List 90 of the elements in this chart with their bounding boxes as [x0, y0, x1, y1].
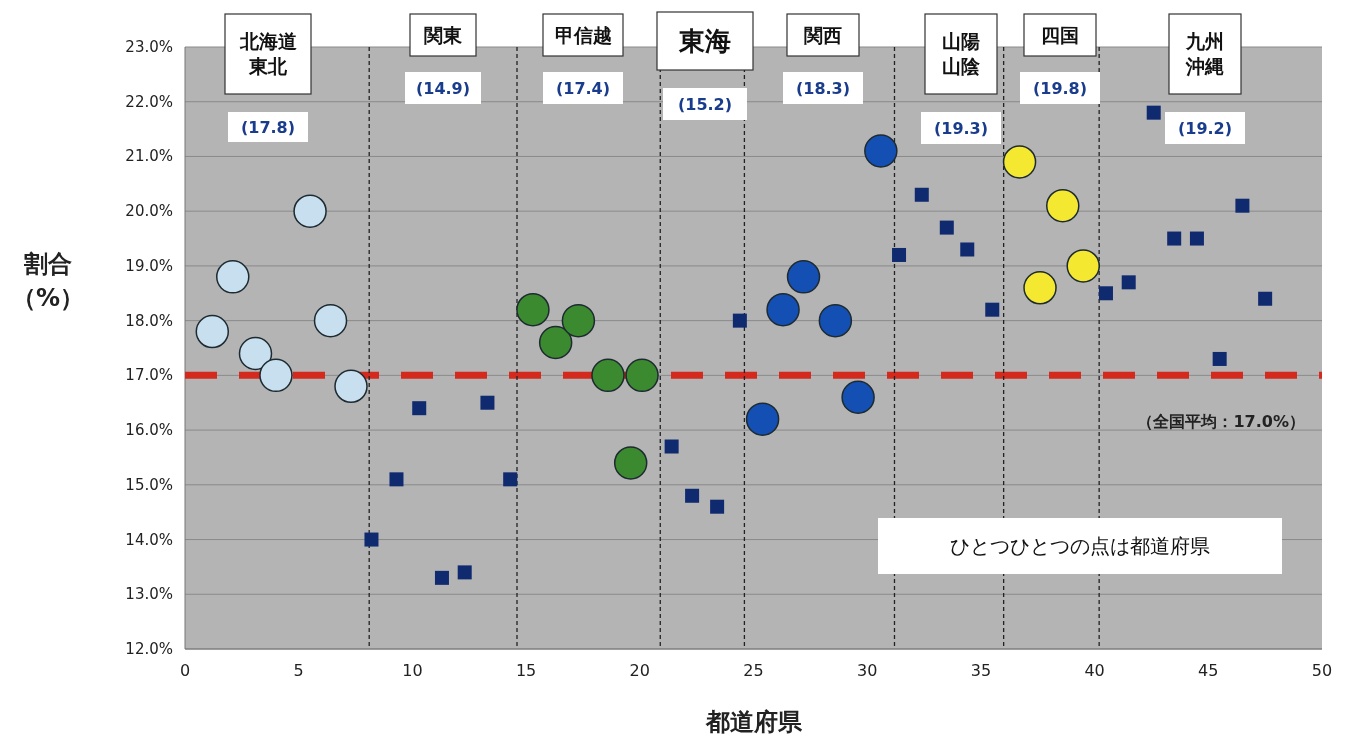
- annotation: 東海: [678, 26, 731, 57]
- y-tick-label: 13.0%: [125, 585, 173, 604]
- point: [538, 325, 573, 360]
- annotation: ひとつひとつの点は都道府県: [950, 534, 1210, 559]
- x-tick-label: 40: [1084, 661, 1105, 680]
- point: [1046, 188, 1080, 223]
- annotation: (15.2): [677, 94, 733, 114]
- point: [1189, 231, 1204, 246]
- point: [216, 260, 250, 294]
- text: 甲信越: [554, 23, 612, 46]
- point: [195, 314, 230, 349]
- y-tick-label: 21.0%: [125, 147, 173, 166]
- point: [364, 532, 379, 547]
- text: 関東: [424, 23, 463, 46]
- y-tick-label: 12.0%: [125, 640, 173, 658]
- point: [516, 292, 550, 327]
- point: [841, 380, 875, 415]
- point: [892, 247, 907, 262]
- y-tick-label: 19.0%: [125, 256, 173, 275]
- annotation: (17.8): [240, 117, 296, 137]
- point: [786, 260, 821, 294]
- y-tick-label: 16.0%: [125, 421, 173, 440]
- point: [1023, 271, 1057, 305]
- y-tick-label: 23.0%: [125, 38, 173, 56]
- point: [480, 395, 495, 410]
- point: [664, 439, 679, 454]
- point: [457, 565, 472, 580]
- point: [591, 358, 625, 393]
- y-tick-label: 17.0%: [125, 366, 173, 385]
- text: 四国: [1041, 23, 1079, 46]
- annotation: (19.2): [1177, 118, 1233, 138]
- point: [412, 401, 427, 416]
- x-tick-label: 25: [743, 661, 764, 680]
- point: [434, 570, 449, 585]
- annotation: (19.3): [933, 118, 989, 138]
- point: [710, 499, 725, 514]
- point: [1212, 351, 1227, 366]
- y-tick-label: 20.0%: [125, 202, 173, 221]
- y-tick-label: 22.0%: [125, 92, 173, 111]
- point: [818, 303, 853, 338]
- point: [561, 303, 596, 338]
- y-tick-label: 15.0%: [125, 475, 173, 494]
- point: [985, 302, 1000, 317]
- point: [259, 358, 293, 393]
- y-tick-label: 14.0%: [125, 530, 173, 549]
- annotation: (19.8): [1032, 78, 1088, 98]
- annotation: (14.9): [415, 78, 471, 98]
- point: [864, 134, 898, 168]
- point: [732, 313, 747, 328]
- point: [334, 369, 368, 404]
- point: [1235, 198, 1250, 213]
- y-axis-title: 割合（%）: [11, 250, 85, 312]
- x-tick-label: 10: [402, 661, 423, 680]
- ref-line-label: （全国平均：17.0%）: [1137, 412, 1305, 432]
- point: [1146, 105, 1161, 120]
- text: 関西: [804, 23, 842, 46]
- point: [1258, 291, 1273, 306]
- point: [939, 220, 954, 235]
- point: [1098, 286, 1113, 301]
- x-tick-label: 0: [179, 661, 191, 680]
- x-tick-label: 45: [1198, 661, 1219, 680]
- point: [745, 402, 780, 436]
- point: [503, 472, 518, 487]
- x-tick-label: 5: [293, 661, 304, 680]
- x-tick-label: 30: [857, 661, 878, 680]
- point: [685, 488, 700, 503]
- point: [766, 292, 800, 327]
- point: [1167, 231, 1182, 246]
- point: [238, 336, 273, 371]
- annotation: 北海道東北: [238, 30, 297, 78]
- annotation: 九州沖縄: [1185, 30, 1224, 78]
- x-axis-title: 都道府県: [704, 708, 803, 736]
- point: [1002, 145, 1037, 179]
- point: [1066, 249, 1100, 283]
- annotation: (18.3): [795, 78, 851, 98]
- x-tick-label: 35: [970, 661, 992, 680]
- annotation: (17.4): [555, 78, 611, 98]
- x-tick-label: 50: [1311, 661, 1333, 680]
- point: [1121, 275, 1136, 290]
- x-tick-label: 15: [515, 661, 537, 680]
- point: [313, 303, 348, 338]
- point: [914, 187, 929, 202]
- point: [960, 242, 975, 257]
- point: [389, 472, 404, 487]
- annotation: 山陽山陰: [942, 30, 981, 78]
- x-tick-label: 20: [629, 661, 650, 680]
- point: [293, 194, 327, 228]
- y-tick-label: 18.0%: [125, 311, 173, 330]
- point: [613, 446, 648, 480]
- point: [625, 358, 659, 393]
